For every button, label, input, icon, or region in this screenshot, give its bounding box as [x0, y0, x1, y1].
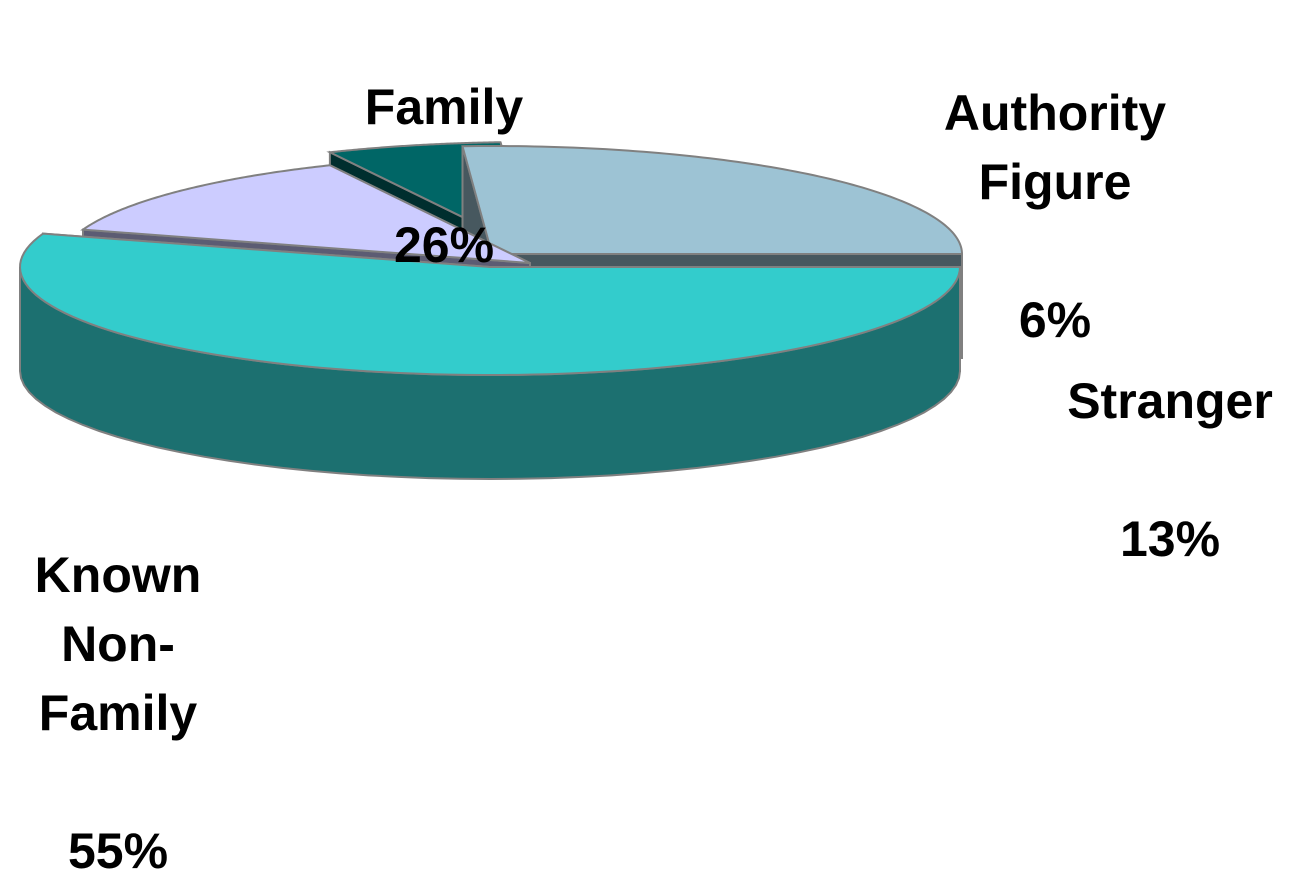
slice-name-authority-figure: Authority Figure: [943, 85, 1167, 210]
slice-top-family: [461, 145, 964, 255]
slice-label-family: Family 26%: [318, 4, 570, 280]
slice-value-known-non-family: 55%: [67, 823, 169, 879]
slice-name-family: Family: [364, 79, 524, 135]
slice-label-known-non-family: Known Non- Family 55%: [0, 472, 236, 886]
slice-label-stranger: Stranger 13%: [1020, 298, 1312, 574]
slice-known-non-family: [19, 232, 962, 481]
slice-name-stranger: Stranger: [1067, 373, 1273, 429]
pie-chart: [19, 141, 964, 481]
slice-top-stranger: [80, 164, 531, 264]
slice-value-family: 26%: [393, 217, 495, 273]
slice-value-stranger: 13%: [1119, 511, 1221, 567]
slice-value-authority-figure: 6%: [1018, 292, 1092, 348]
slice-top-known-non-family: [19, 232, 962, 376]
slice-name-known-non-family: Known Non- Family: [34, 547, 202, 741]
slice-label-authority-figure: Authority Figure 6%: [882, 10, 1228, 355]
